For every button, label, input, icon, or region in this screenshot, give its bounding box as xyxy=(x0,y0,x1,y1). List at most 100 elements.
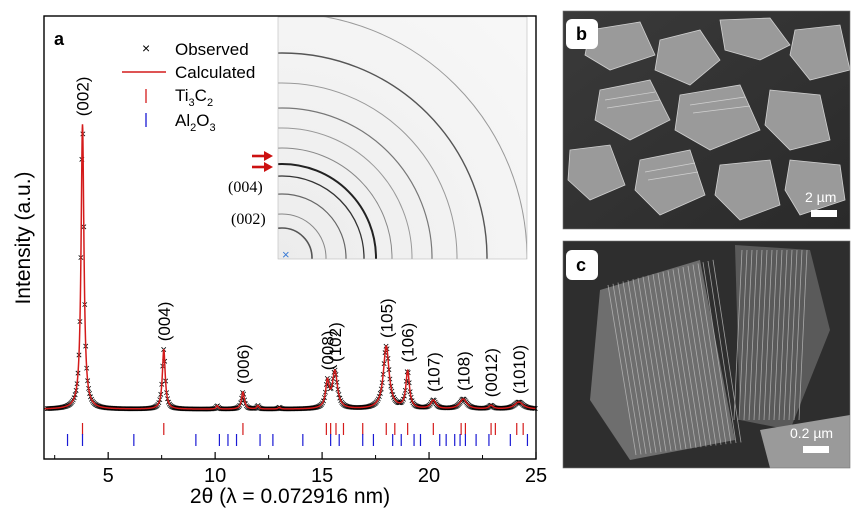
lamella-line xyxy=(667,270,697,448)
lamella-line xyxy=(657,272,687,450)
sem-frame-c xyxy=(562,240,851,469)
panel-label-c-box xyxy=(566,250,598,280)
sem-image-c xyxy=(563,241,850,468)
sem-panel-b: b 2 µm xyxy=(562,10,851,230)
scale-bar-b xyxy=(811,210,837,217)
scale-bar-label-b: 2 µm xyxy=(805,189,836,205)
diffraction-pattern-inset: × xyxy=(278,17,527,262)
peak-label: (102) xyxy=(326,322,345,362)
peak-label: (1010) xyxy=(510,345,529,394)
legend: × Observed Calculated Ti3C2 Al2O3 xyxy=(122,40,255,134)
panel-label-a: a xyxy=(54,29,65,49)
lamella-line xyxy=(758,249,768,421)
panel-label-c: c xyxy=(576,255,586,275)
diffraction-ring xyxy=(278,127,413,259)
peak-label: (105) xyxy=(377,298,396,338)
lamella-line xyxy=(748,249,758,421)
lamella-line xyxy=(733,249,743,421)
diffraction-ring xyxy=(278,107,433,259)
diffraction-ring xyxy=(278,163,377,259)
lamella-line xyxy=(612,283,642,455)
diffraction-ring xyxy=(278,227,313,259)
lamella-line xyxy=(788,249,798,421)
peak-label: (106) xyxy=(399,323,418,363)
lamella-line xyxy=(662,271,692,449)
lamella-line xyxy=(617,282,647,454)
y-axis-title: Intensity (a.u.) xyxy=(12,171,35,304)
arrow-icon xyxy=(252,162,273,172)
lamella-line xyxy=(798,249,808,421)
x-tick-label: 20 xyxy=(418,465,440,487)
lamella-line xyxy=(778,249,788,421)
x-tick-label: 25 xyxy=(525,465,547,487)
lamella-line xyxy=(768,249,778,421)
arrow-icon xyxy=(252,151,273,161)
legend-label-al2o3: Al2O3 xyxy=(175,111,216,134)
peak-label: (008) xyxy=(318,331,337,371)
peak-labels: (002) (004) (006) (008)(102) (105)(106) (107)… xyxy=(74,77,529,398)
legend-label-observed: Observed xyxy=(175,40,249,59)
x-axis-ticks: 5 10 15 20 25 xyxy=(54,452,547,487)
legend-label-ti3c2: Ti3C2 xyxy=(175,86,213,109)
lamella-line xyxy=(707,260,737,444)
diffraction-ring xyxy=(278,82,458,259)
lamella-line xyxy=(753,249,763,421)
lamella-line xyxy=(622,281,652,454)
x-tick-label: 15 xyxy=(311,465,333,487)
peak-label: (002) xyxy=(74,77,93,117)
lamella-line xyxy=(677,268,707,447)
sem-panel-c: c 0.2 µm xyxy=(562,240,851,469)
lamella-line xyxy=(783,249,793,421)
sem-frame-b xyxy=(562,10,851,230)
diffraction-rings xyxy=(278,17,527,259)
calculated-line xyxy=(43,124,536,410)
lamella-line xyxy=(702,262,732,444)
scale-bar-c xyxy=(803,446,829,453)
sem-image-b xyxy=(563,11,850,229)
inset-label-002: (002) xyxy=(231,211,266,228)
lamella-line xyxy=(607,284,637,456)
lamella-line xyxy=(692,264,722,445)
x-tick-label: 5 xyxy=(103,465,114,487)
inset-frame xyxy=(277,16,528,260)
peak-label: (108) xyxy=(454,351,473,391)
diffraction-ring xyxy=(278,175,365,259)
lamella-line xyxy=(632,278,662,453)
scale-bar-label-c: 0.2 µm xyxy=(790,425,833,441)
beam-center-mark: × xyxy=(282,247,290,262)
lamella-line xyxy=(672,269,702,448)
lamella-line xyxy=(642,276,672,451)
lamella-line xyxy=(793,249,803,421)
lamella-line xyxy=(647,275,677,451)
series-layer xyxy=(43,124,538,412)
lamella-line xyxy=(763,249,773,421)
lamella-line xyxy=(712,259,742,443)
legend-label-calculated: Calculated xyxy=(175,63,255,82)
lamella-line xyxy=(627,280,657,453)
lamella-line xyxy=(687,265,717,446)
diffraction-ring xyxy=(278,52,488,259)
x-tick-label: 10 xyxy=(204,465,226,487)
panel-label-b: b xyxy=(576,24,587,44)
xrd-chart: × (004) (002) × Observed Calculated Ti3C… xyxy=(12,15,547,508)
peak-label: (107) xyxy=(424,352,443,392)
lamella-line xyxy=(738,249,748,421)
x-axis-title: 2θ (λ = 0.072916 nm) xyxy=(190,485,390,508)
inset-label-004: (004) xyxy=(228,179,263,196)
diffraction-ring xyxy=(278,193,347,259)
legend-symbol-observed: × xyxy=(142,40,150,56)
peak-label: (006) xyxy=(234,344,253,384)
peak-label: (004) xyxy=(155,302,174,342)
lamella-line xyxy=(637,277,667,452)
lamella-line xyxy=(682,266,712,447)
peak-label: (0012) xyxy=(482,348,501,397)
inset-arrows xyxy=(252,151,273,172)
diffraction-ring xyxy=(278,213,327,259)
lamellae-texture xyxy=(607,249,808,456)
lamella-line xyxy=(773,249,783,421)
lamella-line xyxy=(743,249,753,421)
diffraction-ring xyxy=(278,147,393,259)
lamella-line xyxy=(652,274,682,450)
panel-label-b-box xyxy=(566,19,598,49)
